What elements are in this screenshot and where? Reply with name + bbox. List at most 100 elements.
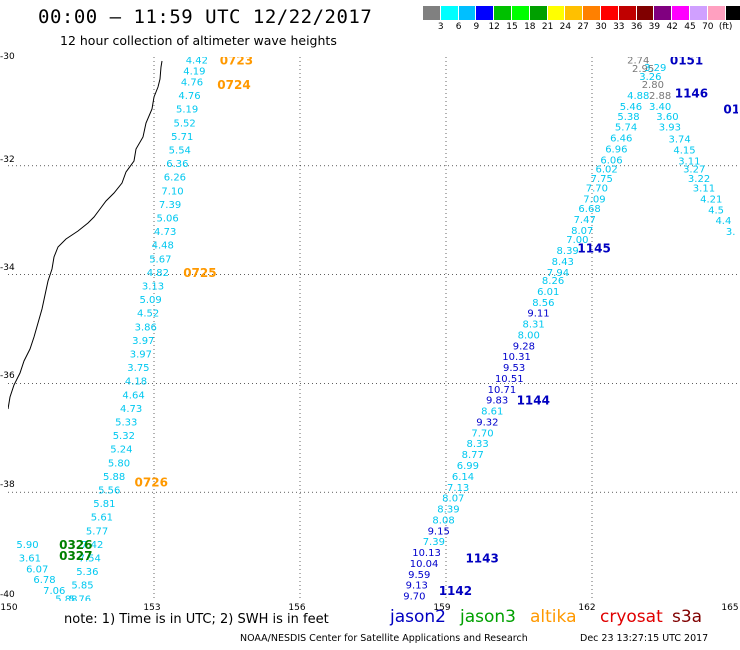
color-swatch bbox=[423, 6, 441, 20]
swh-value: 4.73 bbox=[120, 404, 142, 415]
lat-label-34: -34 bbox=[0, 263, 15, 273]
color-scale-label: 12 bbox=[488, 22, 500, 32]
color-scale-label: 70 bbox=[702, 22, 714, 32]
swh-value: 8.07 bbox=[442, 494, 464, 505]
swh-value: 4.48 bbox=[152, 241, 174, 252]
swh-value: 3.86 bbox=[135, 322, 157, 333]
swh-value: 5.33 bbox=[115, 417, 137, 428]
swh-value: 3.13 bbox=[142, 281, 164, 292]
swh-value: 10.71 bbox=[488, 385, 517, 396]
swh-value: 4.4 bbox=[715, 216, 731, 227]
chart-title: 00:00 – 11:59 UTC 12/22/2017 bbox=[38, 6, 373, 28]
swh-value: 5.54 bbox=[169, 145, 191, 156]
swh-value: 4.19 bbox=[183, 67, 205, 78]
altimeter-map: 4.424.194.764.765.195.525.715.546.366.26… bbox=[8, 57, 738, 601]
swh-value: 5.38 bbox=[617, 112, 639, 123]
pass-time-label: 0726 bbox=[135, 475, 168, 489]
legend-jason3: jason3 bbox=[460, 607, 516, 627]
swh-value: 4.64 bbox=[122, 390, 144, 401]
swh-value: 5.32 bbox=[113, 431, 135, 442]
pass-time-label: 1146 bbox=[675, 86, 708, 100]
color-scale-bar bbox=[423, 6, 740, 20]
swh-value: 6.14 bbox=[452, 472, 474, 483]
pass-time-label: 0326 bbox=[59, 538, 92, 552]
swh-value: 7.75 bbox=[591, 174, 613, 185]
color-swatch bbox=[511, 6, 530, 20]
color-scale-label: 45 bbox=[684, 22, 696, 32]
swh-value: 4.73 bbox=[154, 227, 176, 238]
swh-value: 6.68 bbox=[578, 204, 600, 215]
swh-value: 3.40 bbox=[649, 102, 671, 113]
color-scale-label: 24 bbox=[559, 22, 572, 32]
swh-value: 6.36 bbox=[166, 159, 188, 170]
swh-value: 7.09 bbox=[583, 194, 605, 205]
color-scale-label: 27 bbox=[577, 22, 589, 32]
color-scale-label: 6 bbox=[455, 22, 462, 32]
pass-time-label: 0724 bbox=[217, 78, 250, 92]
lon-label-153: 153 bbox=[143, 603, 161, 613]
swh-value: 4.76 bbox=[178, 91, 200, 102]
swh-value: 5.80 bbox=[108, 458, 130, 469]
swh-value: 7.70 bbox=[586, 184, 608, 195]
color-scale-label: 15 bbox=[506, 22, 518, 32]
swh-value: 3.27 bbox=[683, 165, 705, 176]
color-swatch bbox=[618, 6, 637, 20]
color-scale-label: 42 bbox=[666, 22, 678, 32]
swh-value: 4.76 bbox=[181, 77, 203, 88]
swh-value: 3.75 bbox=[127, 363, 149, 374]
swh-value: 8.56 bbox=[532, 298, 554, 309]
units-note: note: 1) Time is in UTC; 2) SWH is in fe… bbox=[64, 612, 329, 627]
swh-value: 6.01 bbox=[537, 287, 559, 298]
swh-value: 5.52 bbox=[174, 118, 196, 129]
swh-value: 9.70 bbox=[403, 592, 425, 601]
swh-value: 5.74 bbox=[615, 123, 637, 134]
swh-value: 9.28 bbox=[513, 341, 535, 352]
color-scale-label: 3 bbox=[437, 22, 444, 32]
swh-value: 3.93 bbox=[659, 123, 681, 134]
lon-label-150: 150 bbox=[0, 603, 18, 613]
swh-value: 8.08 bbox=[432, 515, 454, 526]
color-scale-label: 36 bbox=[630, 22, 643, 32]
color-scale-label: (ft) bbox=[718, 22, 733, 32]
swh-value: 9.15 bbox=[428, 526, 450, 537]
color-swatch bbox=[440, 6, 459, 20]
swh-value: 3.11 bbox=[693, 184, 715, 195]
swh-value: 10.13 bbox=[412, 548, 441, 559]
swh-value: 5.19 bbox=[176, 105, 198, 116]
swh-value: 3.60 bbox=[656, 112, 678, 123]
swh-value: 3. bbox=[726, 227, 736, 238]
swh-value: 5.06 bbox=[156, 213, 178, 224]
swh-value: 3.97 bbox=[130, 349, 152, 360]
lat-label-30: -30 bbox=[0, 52, 15, 62]
lat-label-40: -40 bbox=[0, 590, 15, 600]
legend-jason2: jason2 bbox=[390, 607, 446, 627]
color-swatch bbox=[547, 6, 566, 20]
swh-value: 9.59 bbox=[408, 570, 430, 581]
swh-value: 5.88 bbox=[55, 594, 77, 601]
swh-value: 4.52 bbox=[137, 309, 159, 320]
swh-value: 2.88 bbox=[649, 91, 671, 102]
swh-value: 8.77 bbox=[462, 450, 484, 461]
pass-time-label: 1142 bbox=[439, 584, 472, 598]
swh-value: 3.26 bbox=[639, 72, 661, 83]
swh-value: 5.77 bbox=[86, 526, 108, 537]
swh-value: 6.78 bbox=[33, 575, 55, 586]
swh-value: 6.46 bbox=[610, 134, 632, 145]
lat-label-38: -38 bbox=[0, 480, 15, 490]
swh-value: 9.11 bbox=[527, 309, 549, 320]
pass-time-label: 1144 bbox=[517, 394, 550, 408]
swh-value: 2.80 bbox=[642, 80, 664, 91]
coastline bbox=[8, 60, 163, 410]
swh-value: 8.43 bbox=[552, 257, 574, 268]
swh-value: 7.47 bbox=[574, 215, 596, 226]
pass-time-label: 0151 bbox=[670, 57, 703, 68]
swh-value: 7.94 bbox=[547, 268, 569, 279]
swh-value: 3.61 bbox=[19, 553, 41, 564]
swh-value: 2.74 bbox=[627, 57, 649, 67]
swh-value: 7.42 bbox=[81, 540, 103, 551]
swh-value: 6.02 bbox=[595, 165, 617, 176]
swh-value: 7.54 bbox=[79, 553, 101, 564]
swh-value: 7.13 bbox=[447, 483, 469, 494]
color-swatch bbox=[707, 6, 726, 20]
